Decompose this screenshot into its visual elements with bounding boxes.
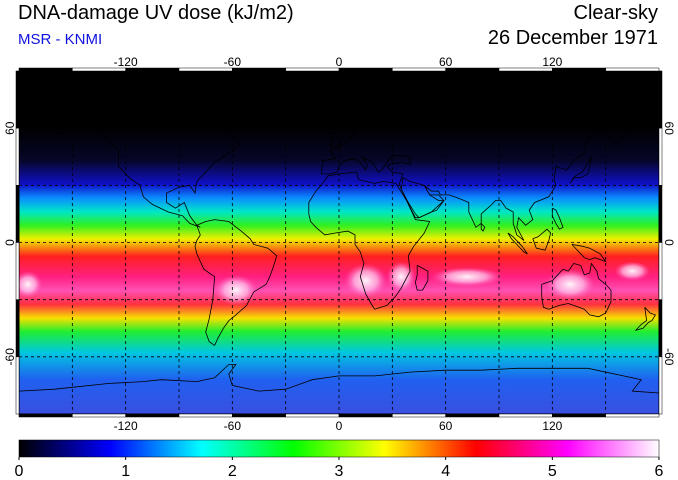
lat-tick-label-right: 0 [662, 239, 676, 246]
frame-segment-bottom [605, 413, 660, 418]
sumatra-coast [507, 232, 528, 255]
frame-segment-bottom [338, 413, 393, 418]
frame-segment-bottom [232, 413, 286, 418]
frame-segment-right [658, 185, 663, 243]
colorbar-tick-label: 6 [655, 463, 664, 480]
colorbar-tick-label: 2 [228, 463, 237, 480]
lon-tick-label-top: -60 [224, 55, 242, 69]
map-source: MSR - KNMI [18, 31, 103, 48]
sky-condition: Clear-sky [573, 2, 658, 24]
lat-tick-label-left: 60 [3, 121, 17, 135]
borneo-coast [532, 228, 552, 251]
uv-hotspot [214, 274, 258, 306]
lat-tick-label-left: -60 [3, 348, 17, 366]
frame-segment-bottom [392, 413, 446, 418]
frame-segment-bottom [498, 413, 553, 418]
coastlines [19, 83, 659, 394]
frame-segment-top [18, 67, 73, 72]
frame-segment-bottom [125, 413, 180, 418]
frame-segment-left [15, 356, 20, 415]
frame-segment-top [605, 67, 660, 72]
sri-lanka-coast [480, 223, 486, 232]
frame-segment-left [15, 185, 20, 243]
north-america-coast [39, 104, 242, 228]
lon-tick-label-top: -120 [114, 55, 138, 69]
lon-tick-label-bottom: 120 [542, 419, 562, 433]
lon-tick-label-bottom: 60 [439, 419, 453, 433]
frame-segment-bottom [18, 413, 73, 418]
colorbar-tick-label: 1 [121, 463, 130, 480]
colorbar: 0 1 2 3 4 5 6 [15, 439, 664, 480]
colorbar-tick-label: 5 [548, 463, 557, 480]
lon-tick-label-bottom: -60 [224, 419, 242, 433]
lon-tick-label-bottom: 0 [336, 419, 343, 433]
new-guinea-coast [571, 244, 607, 263]
frame-segment-bottom [178, 413, 233, 418]
uk-coast [327, 131, 342, 148]
frame-segment-top [338, 67, 393, 72]
uv-hotspot [431, 267, 503, 287]
africa-coast [308, 171, 431, 310]
frame-segment-left [15, 70, 20, 129]
lon-tick-label-bottom: -120 [114, 419, 138, 433]
colorbar-tick-label: 3 [335, 463, 344, 480]
frame-segment-right [658, 70, 663, 129]
frame-segment-bottom [72, 413, 126, 418]
lat-tick-label-right: -60 [662, 348, 676, 366]
frame-segment-top [285, 67, 340, 72]
map-title: DNA-damage UV dose (kJ/m2) [18, 2, 294, 24]
uv-hotspot [344, 263, 387, 298]
lon-tick-label-top: 120 [542, 55, 562, 69]
frame-segment-top [392, 67, 446, 72]
frame-segment-left [15, 242, 20, 300]
frame-segment-right [658, 299, 663, 358]
lon-tick-label-top: 60 [439, 55, 453, 69]
graticule [19, 71, 659, 414]
colorbar-tick-label: 4 [441, 463, 450, 480]
uv-hotspot [614, 261, 651, 281]
arabia-coast [400, 177, 445, 219]
frame-segment-bottom [285, 413, 340, 418]
greenland-coast [213, 83, 308, 129]
uv-hotspot [545, 269, 595, 300]
uv-hotspot [19, 271, 43, 298]
philippines-coast [551, 207, 564, 230]
madagascar-coast [414, 265, 429, 291]
lon-tick-label-top: 0 [336, 55, 343, 69]
australia-coast [541, 262, 612, 318]
colorbar-tick-label: 0 [15, 463, 24, 480]
new-zealand-coast [634, 307, 656, 331]
japan-coast [569, 156, 592, 184]
map-date: 26 December 1971 [487, 27, 658, 49]
frame-segment-right [658, 127, 663, 186]
frame-segment-top [445, 67, 500, 72]
map-tick-labels: -120 -120 -60 -60 0 0 60 60 120 120 60 60 0 0 -60 -60 [3, 55, 676, 433]
map-frame [15, 67, 663, 418]
frame-segment-right [658, 356, 663, 415]
frame-segment-bottom [552, 413, 606, 418]
frame-segment-right [658, 242, 663, 300]
lat-tick-label-right: 60 [662, 122, 676, 136]
uv-hotspot [387, 261, 416, 293]
frame-segment-bottom [445, 413, 500, 418]
colorbar-ramp [18, 439, 660, 458]
frame-segment-left [15, 127, 20, 186]
lat-tick-label-left: 0 [3, 239, 17, 246]
europe-asia-coast [320, 95, 659, 241]
